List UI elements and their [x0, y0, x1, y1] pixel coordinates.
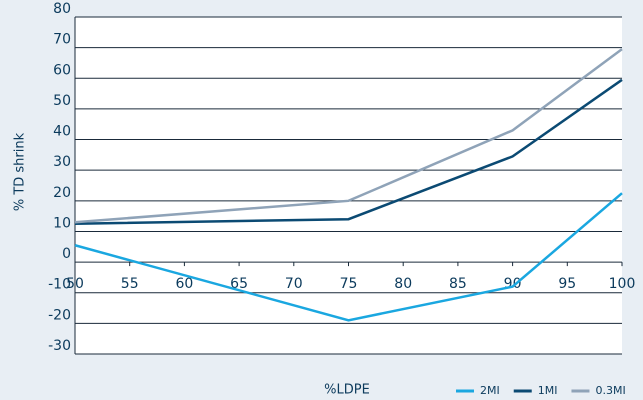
- legend-label: 0.3MI: [595, 384, 625, 397]
- y-tick-label: 40: [53, 124, 71, 140]
- x-axis-label: %LDPE: [324, 383, 370, 398]
- y-tick-label: 0: [62, 246, 71, 262]
- x-tick-label: 55: [121, 276, 139, 292]
- y-tick-label: -20: [48, 307, 71, 323]
- plot-area: [75, 17, 622, 354]
- y-tick-label: 60: [53, 62, 71, 78]
- y-tick-label: -30: [48, 338, 71, 354]
- y-tick-label: 10: [53, 215, 71, 231]
- x-tick-label: 90: [504, 276, 522, 292]
- y-tick-label: 80: [53, 1, 71, 17]
- x-tick-label: 95: [558, 276, 576, 292]
- y-tick-label: 20: [53, 185, 71, 201]
- x-tick-label: 100: [609, 276, 636, 292]
- series-line: [74, 48, 623, 224]
- x-tick-label: 85: [449, 276, 467, 292]
- x-tick-label: 75: [340, 276, 358, 292]
- y-tick-label: -10: [48, 277, 71, 293]
- y-tick-label: 50: [53, 93, 71, 109]
- y-axis-label: % TD shrink: [13, 132, 28, 211]
- y-tick-label: 70: [53, 32, 71, 48]
- x-tick-label: 70: [285, 276, 303, 292]
- x-tick-label: 60: [175, 276, 193, 292]
- x-tick-label: 80: [394, 276, 412, 292]
- legend-label: 1MI: [538, 384, 558, 397]
- x-tick-label: 50: [66, 276, 84, 292]
- y-tick-label: 30: [53, 154, 71, 170]
- series-line: [74, 78, 623, 226]
- legend-label: 2MI: [480, 384, 500, 397]
- series-line: [74, 192, 623, 322]
